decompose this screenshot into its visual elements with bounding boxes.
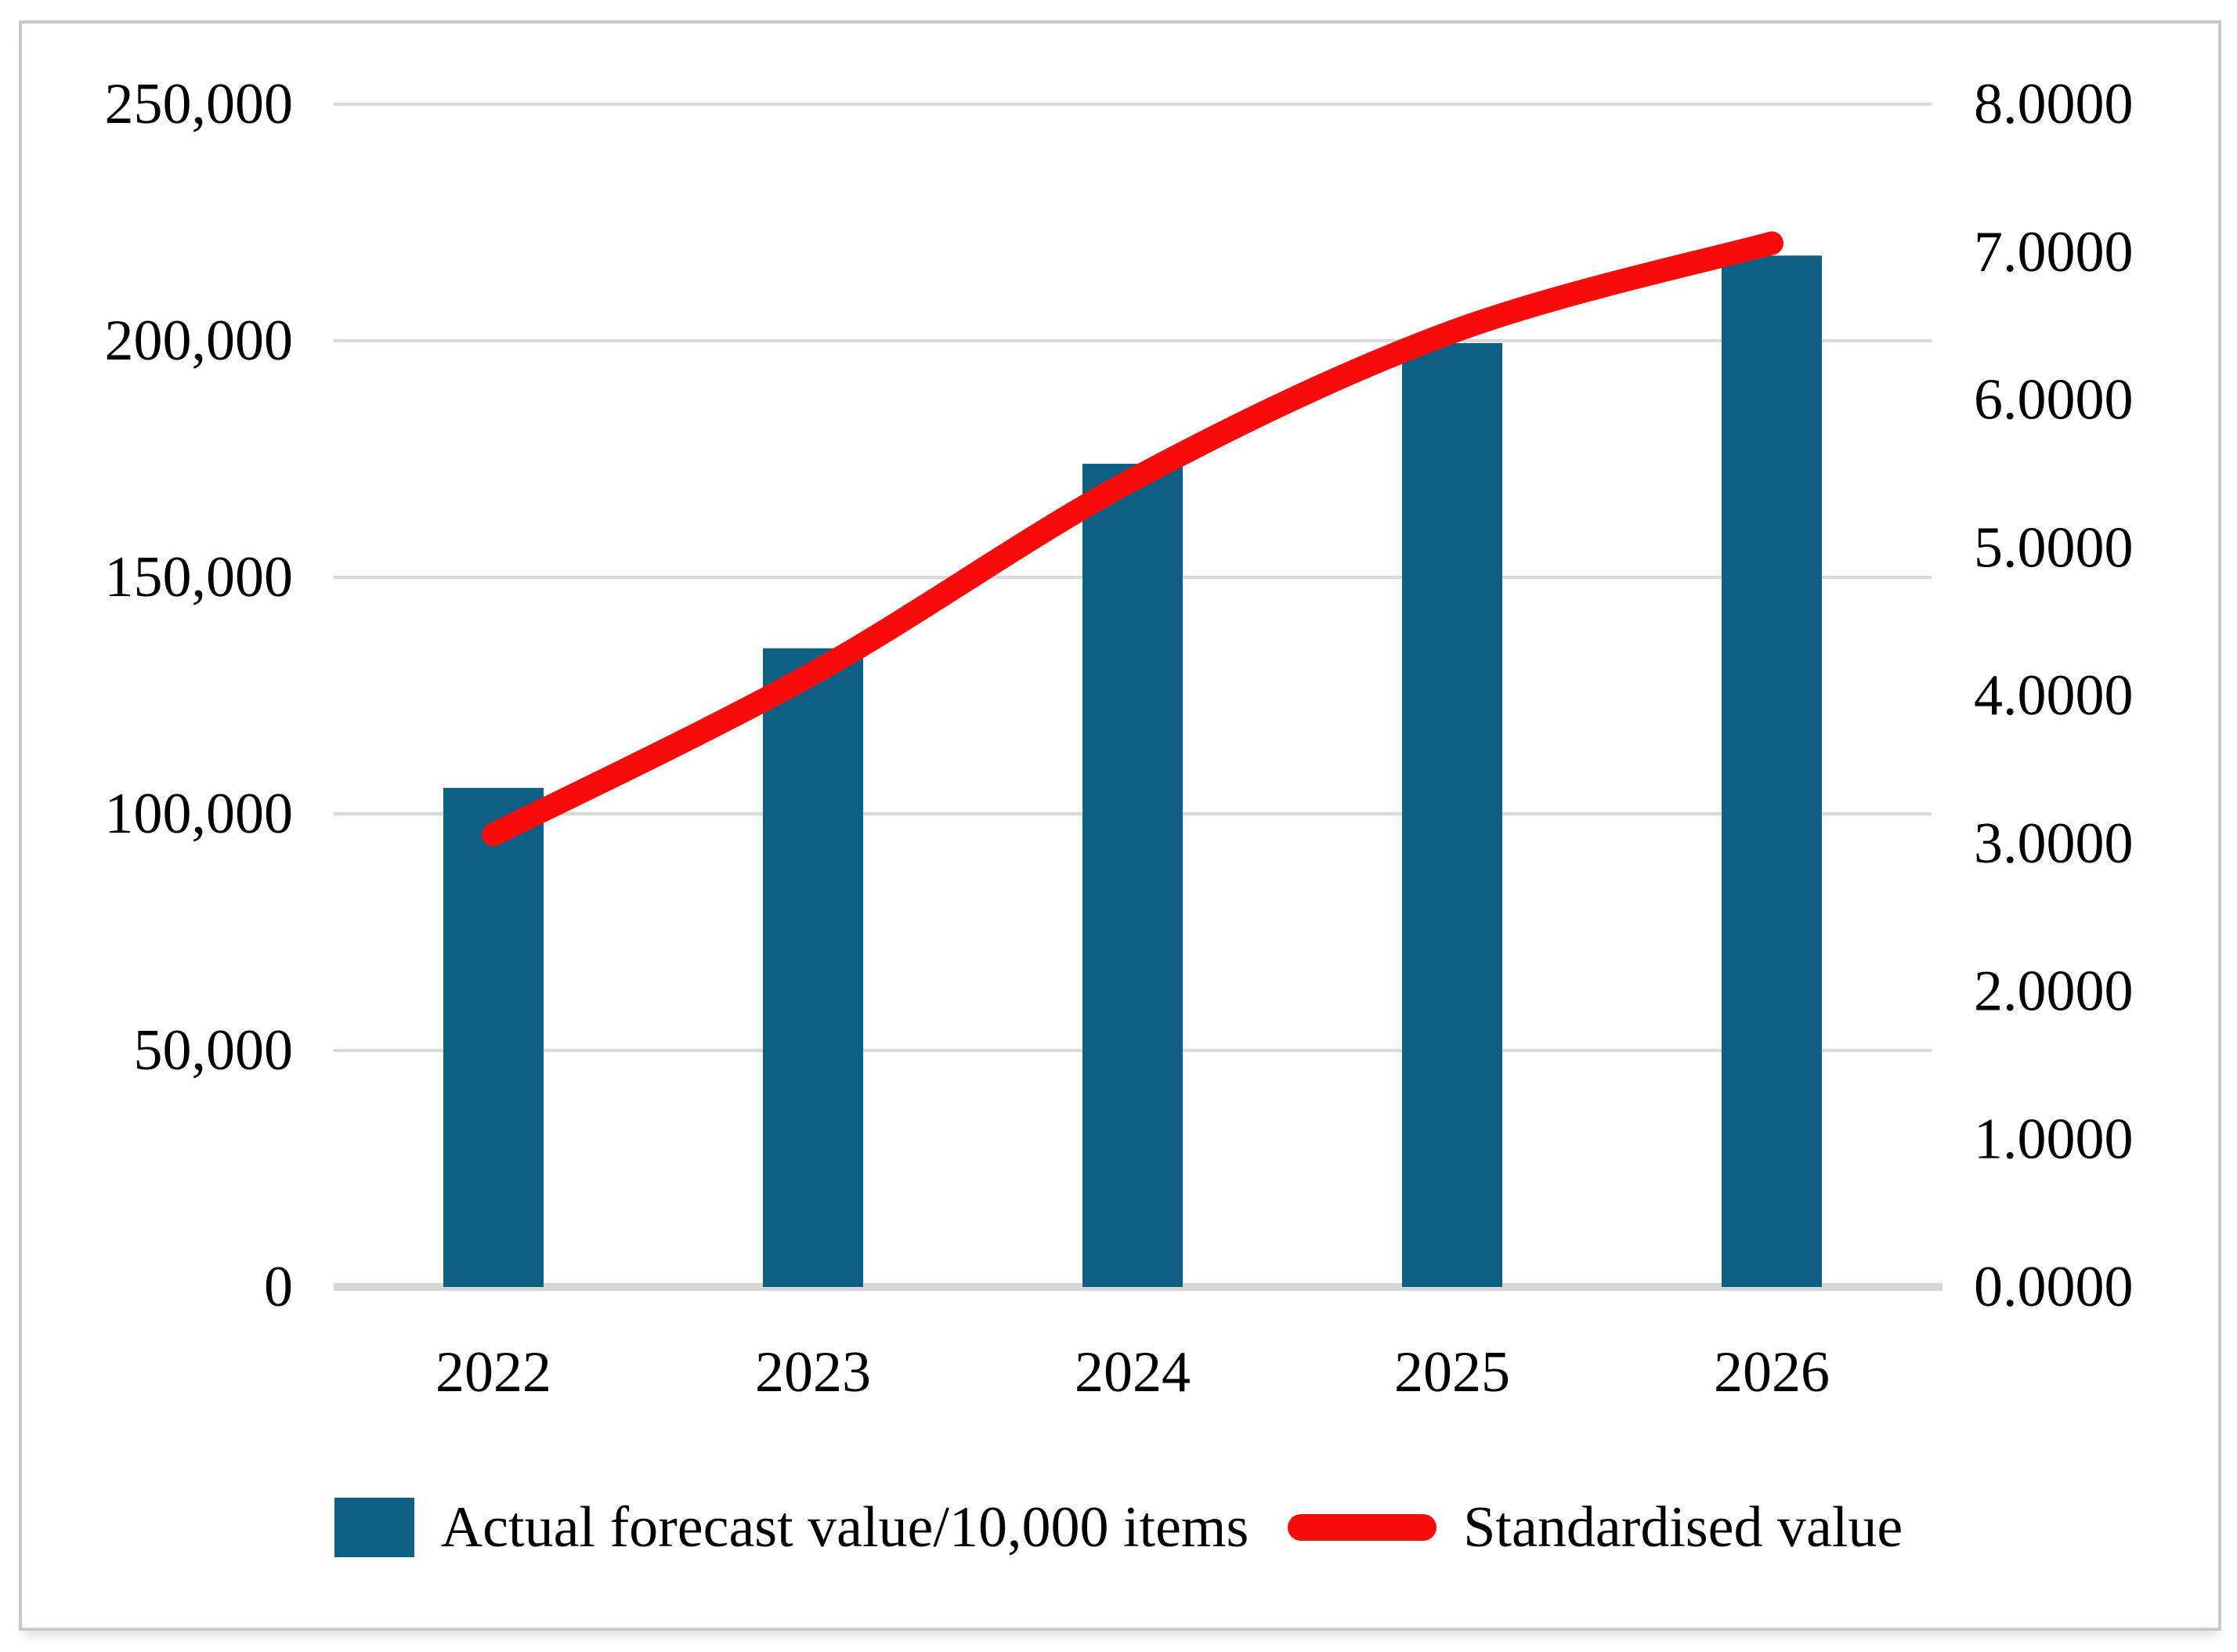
bar-2022	[443, 787, 544, 1287]
x-axis-year-label: 2025	[1394, 1340, 1510, 1404]
bar-2024	[1082, 464, 1183, 1287]
x-axis-year-label: 2023	[755, 1340, 871, 1404]
chart-legend: Actual forecast value/10,000 items Stand…	[0, 1487, 2237, 1568]
y-axis-right-tick-label: 1.0000	[1974, 1107, 2134, 1171]
x-axis-year-label: 2026	[1714, 1340, 1830, 1404]
chart-border-frame	[19, 20, 2221, 1631]
y-axis-left-tick-label: 200,000	[105, 309, 294, 373]
standardised-value-line	[482, 231, 1783, 847]
x-axis-year-label: 2022	[435, 1340, 551, 1404]
y-axis-right-tick-label: 8.0000	[1974, 72, 2134, 136]
y-axis-right-tick-label: 3.0000	[1974, 812, 2134, 876]
bar-2025	[1402, 343, 1502, 1287]
bar-2026	[1722, 255, 1822, 1287]
legend-line-label: Standardised value	[1463, 1495, 1903, 1560]
y-axis-right-tick-label: 7.0000	[1974, 220, 2134, 284]
y-axis-left-tick-label: 100,000	[105, 782, 294, 846]
y-axis-right-tick-label: 2.0000	[1974, 960, 2134, 1024]
y-axis-right-tick-label: 5.0000	[1974, 515, 2134, 580]
legend-bar-swatch-icon	[334, 1498, 414, 1557]
legend-item-line-series: Standardised value	[1288, 1495, 1903, 1561]
y-axis-right-tick-label: 6.0000	[1974, 368, 2134, 432]
legend-line-swatch-icon	[1288, 1514, 1437, 1541]
y-axis-left-tick-label: 50,000	[134, 1018, 294, 1083]
x-axis-year-label: 2024	[1075, 1340, 1191, 1404]
legend-item-bar-series: Actual forecast value/10,000 items	[334, 1495, 1249, 1561]
y-axis-right-tick-label: 4.0000	[1974, 663, 2134, 728]
legend-bar-label: Actual forecast value/10,000 items	[440, 1495, 1249, 1560]
y-axis-left-tick-label: 250,000	[105, 72, 294, 136]
y-axis-left-tick-label: 150,000	[105, 545, 294, 609]
bar-2023	[763, 648, 863, 1287]
y-axis-right-tick-label: 0.0000	[1974, 1255, 2134, 1319]
y-axis-left-tick-label: 0	[264, 1255, 293, 1319]
